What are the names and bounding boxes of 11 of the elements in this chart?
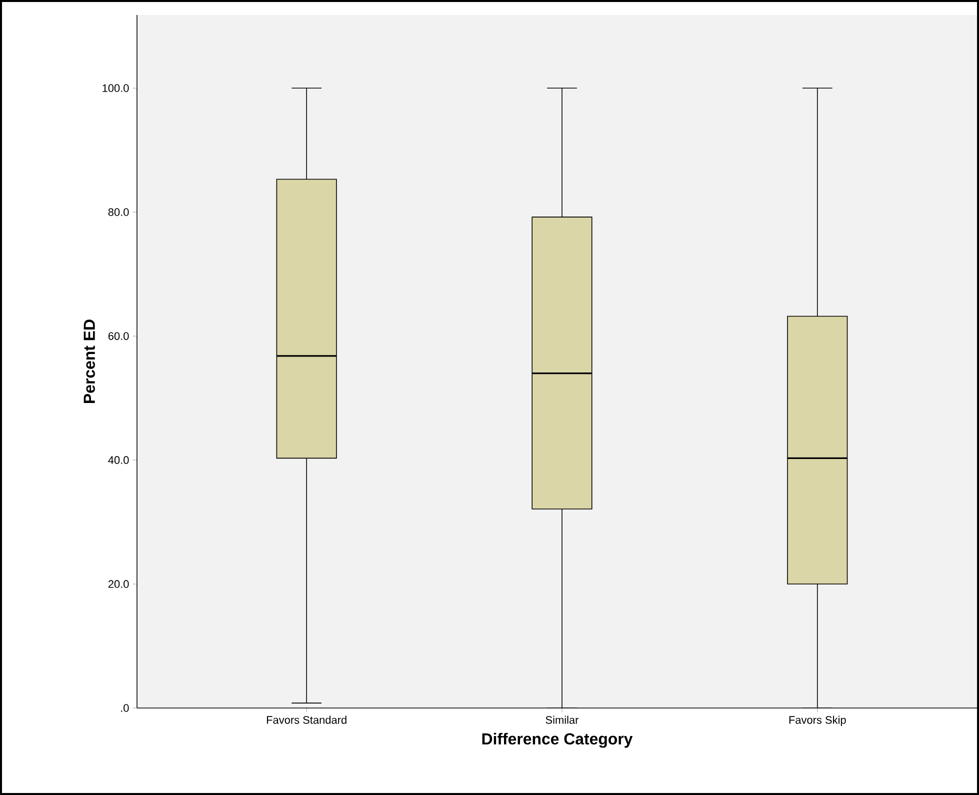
y-tick-label: 20.0 (108, 580, 129, 588)
y-axis-title: Percent ED (84, 320, 95, 403)
x-axis-title: Difference Category (482, 732, 633, 748)
y-tick-label: 60.0 (108, 332, 129, 340)
y-tick-label: 80.0 (108, 208, 129, 216)
y-tick-label: 100.0 (102, 84, 129, 92)
x-tick-label: Favors Skip (789, 716, 846, 726)
x-tick-label: Favors Standard (266, 716, 346, 724)
y-tick-label: 40.0 (108, 456, 129, 464)
y-tick-label: .0 (121, 704, 129, 712)
x-tick-label: Similar (546, 716, 579, 724)
